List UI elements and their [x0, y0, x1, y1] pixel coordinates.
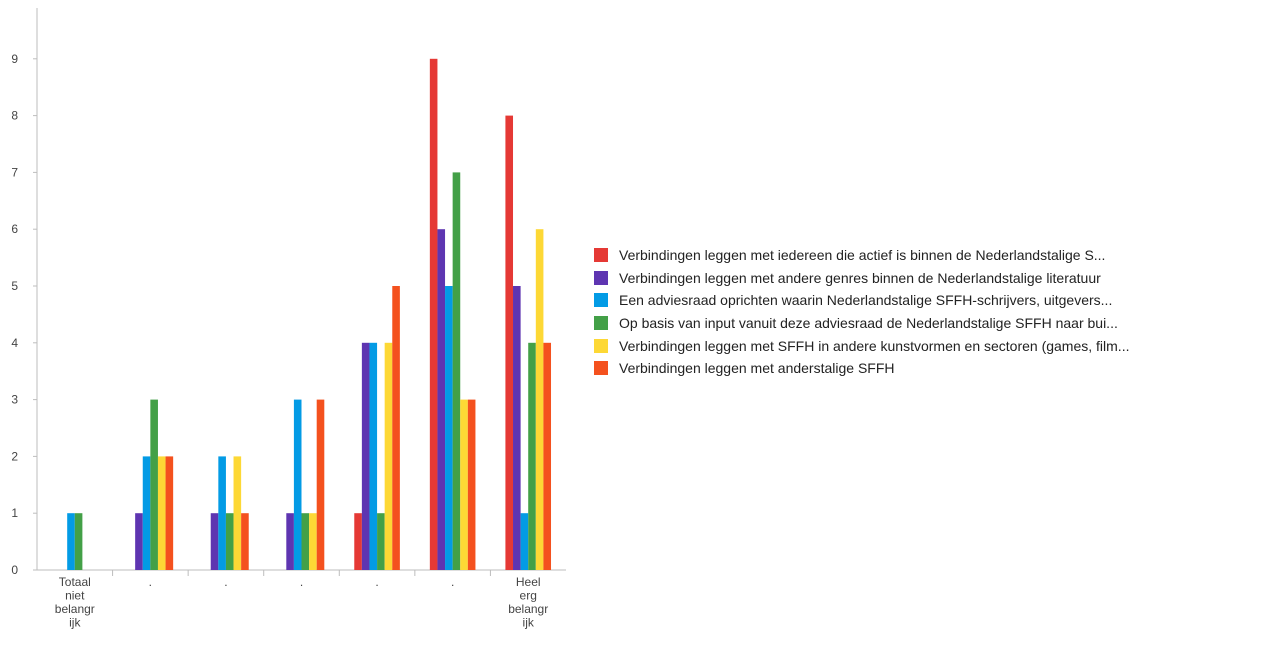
- x-tick-label-line: Totaal: [59, 575, 91, 589]
- bar: [74, 513, 83, 570]
- bar: [135, 513, 143, 570]
- legend-label: Verbindingen leggen met andere genres bi…: [619, 269, 1101, 286]
- bar: [361, 342, 370, 570]
- y-tick-label: 8: [11, 109, 18, 123]
- bar: [286, 513, 294, 570]
- y-tick-label: 9: [11, 52, 18, 66]
- x-tick-label-line: .: [451, 575, 454, 589]
- x-tick-label-line: .: [149, 575, 152, 589]
- bar: [429, 58, 438, 571]
- y-tick-label: 7: [11, 165, 18, 179]
- bar: [354, 513, 362, 570]
- bar: [225, 513, 234, 570]
- bar: [437, 229, 446, 570]
- x-tick-label-line: niet: [65, 589, 85, 603]
- legend-swatch: [594, 316, 608, 331]
- legend-label: Op basis van input vanuit deze adviesraa…: [619, 315, 1118, 332]
- bar: [293, 399, 302, 570]
- x-tick-label-line: Heel: [516, 575, 541, 589]
- x-tick-label-line: ijk: [523, 616, 535, 630]
- bar: [535, 229, 544, 570]
- y-tick-label: 6: [11, 222, 18, 236]
- bar: [543, 342, 552, 570]
- x-tick-label: .: [149, 575, 152, 589]
- bar: [67, 513, 75, 570]
- bar: [309, 513, 317, 570]
- legend-item: Verbindingen leggen met iedereen die act…: [594, 244, 1258, 267]
- y-tick-label: 0: [11, 563, 18, 577]
- legend-item: Verbindingen leggen met andere genres bi…: [594, 267, 1258, 290]
- y-tick-label: 1: [11, 506, 18, 520]
- x-tick-label-line: .: [224, 575, 227, 589]
- legend-swatch: [594, 270, 608, 285]
- bar: [218, 456, 226, 570]
- legend-swatch: [594, 338, 608, 353]
- y-tick-label: 5: [11, 279, 18, 293]
- legend-item: Een adviesraad oprichten waarin Nederlan…: [594, 289, 1258, 312]
- bar: [445, 286, 453, 570]
- bar: [241, 513, 249, 570]
- legend-label: Verbindingen leggen met anderstalige SFF…: [619, 360, 895, 377]
- bar: [460, 399, 468, 570]
- bar: [369, 342, 378, 570]
- x-tick-label-line: .: [300, 575, 303, 589]
- x-tick-label: .: [300, 575, 303, 589]
- legend-swatch: [594, 361, 608, 376]
- legend-label: Een adviesraad oprichten waarin Nederlan…: [619, 292, 1113, 309]
- bar: [210, 513, 219, 570]
- bar: [384, 342, 393, 570]
- bar: [392, 286, 400, 570]
- x-tick-label-line: belangr: [508, 602, 548, 616]
- y-tick-label: 3: [11, 393, 18, 407]
- bar: [150, 399, 158, 570]
- x-tick-label: Totaal niet belangr ijk: [55, 575, 95, 630]
- y-tick-label: 2: [11, 449, 18, 463]
- x-tick-label: .: [375, 575, 378, 589]
- x-tick-label: .: [451, 575, 454, 589]
- bar: [316, 399, 325, 570]
- legend-label: Verbindingen leggen met iedereen die act…: [619, 247, 1106, 264]
- x-tick-label: Heel erg belangr ijk: [508, 575, 548, 630]
- x-tick-label-line: belangr: [55, 602, 95, 616]
- x-tick-label: .: [224, 575, 227, 589]
- bar: [505, 115, 514, 570]
- bar: [165, 456, 174, 570]
- legend-swatch: [594, 293, 608, 308]
- legend-item: Op basis van input vanuit deze adviesraa…: [594, 312, 1258, 335]
- bar: [301, 513, 310, 570]
- bar: [142, 456, 151, 570]
- x-tick-label-line: ijk: [69, 616, 81, 630]
- legend-label: Verbindingen leggen met SFFH in andere k…: [619, 337, 1130, 354]
- bar: [467, 399, 476, 570]
- bar: [157, 456, 166, 570]
- bar: [528, 342, 536, 570]
- bar: [513, 286, 521, 570]
- x-tick-label-line: erg: [520, 589, 537, 603]
- legend: Verbindingen leggen met iedereen die act…: [594, 244, 1258, 380]
- bar: [520, 513, 529, 570]
- bar: [377, 513, 385, 570]
- legend-swatch: [594, 248, 608, 263]
- x-tick-label-line: .: [375, 575, 378, 589]
- y-tick-label: 4: [11, 336, 18, 350]
- legend-item: Verbindingen leggen met anderstalige SFF…: [594, 357, 1258, 380]
- bar: [452, 172, 461, 570]
- legend-item: Verbindingen leggen met SFFH in andere k…: [594, 334, 1258, 357]
- bar: [233, 456, 242, 570]
